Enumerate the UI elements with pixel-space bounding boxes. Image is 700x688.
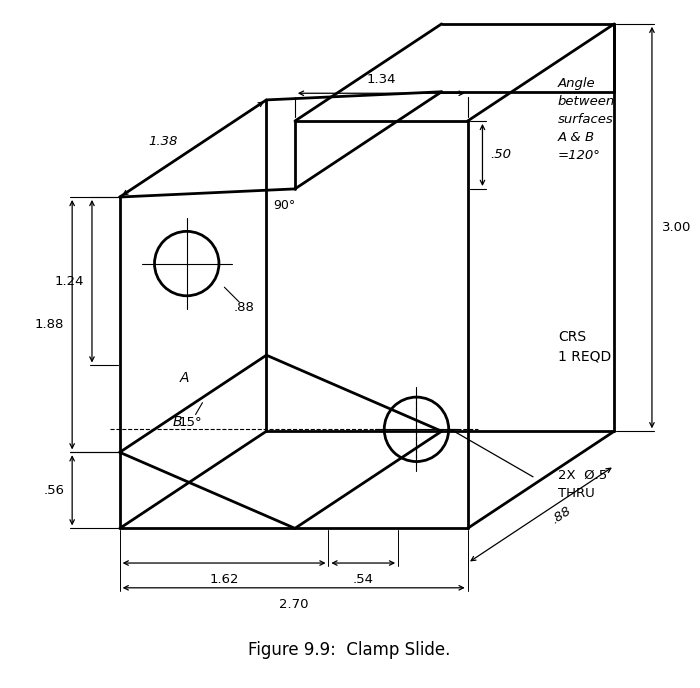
Text: 2X  Ø.5
THRU: 2X Ø.5 THRU	[558, 469, 607, 500]
Text: 1.88: 1.88	[35, 318, 64, 331]
Text: 15°: 15°	[178, 416, 202, 429]
Text: Angle
between
surfaces
A & B
=120°: Angle between surfaces A & B =120°	[558, 77, 615, 162]
Text: 2.70: 2.70	[279, 598, 309, 611]
Text: .88: .88	[549, 504, 573, 527]
Text: Figure 9.9:  Clamp Slide.: Figure 9.9: Clamp Slide.	[248, 641, 451, 659]
Text: 1.34: 1.34	[367, 74, 396, 86]
Text: .54: .54	[353, 573, 374, 586]
Text: 90°: 90°	[274, 199, 296, 212]
Text: 1.24: 1.24	[55, 275, 84, 288]
Text: .56: .56	[43, 484, 64, 497]
Text: 1.62: 1.62	[209, 573, 239, 586]
Text: .50: .50	[491, 149, 512, 162]
Text: 1.38: 1.38	[149, 136, 178, 149]
Text: .88: .88	[234, 301, 255, 314]
Text: CRS
1 REQD: CRS 1 REQD	[558, 330, 611, 364]
Text: B: B	[173, 416, 183, 429]
Text: 3.00: 3.00	[662, 221, 691, 234]
Text: A: A	[179, 371, 189, 385]
